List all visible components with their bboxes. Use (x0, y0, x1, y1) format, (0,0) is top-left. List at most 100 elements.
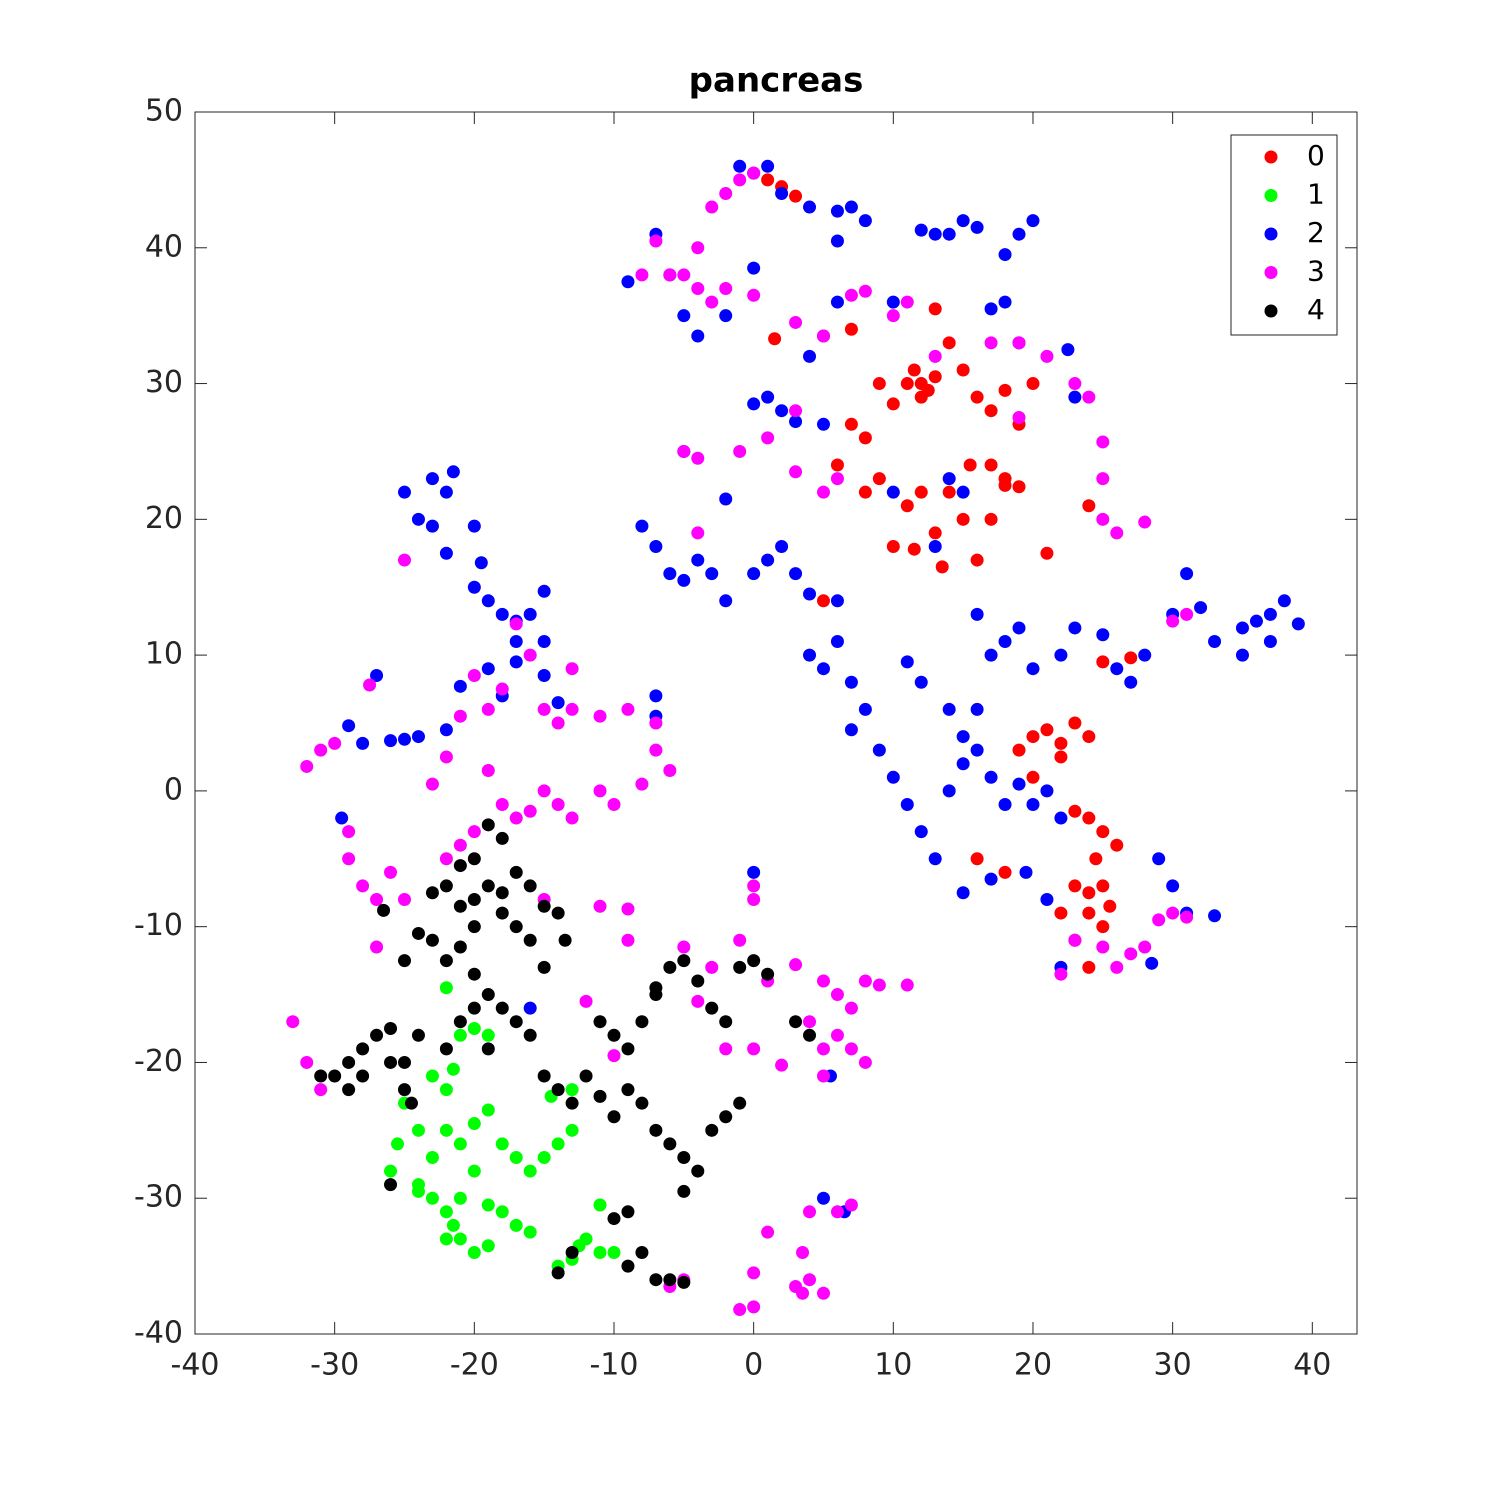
data-point (998, 865, 1012, 879)
data-point (914, 485, 928, 499)
data-point (509, 1015, 523, 1029)
data-point (719, 492, 733, 506)
data-point (1054, 811, 1068, 825)
x-tick-label: 40 (1293, 1348, 1331, 1383)
data-point (789, 415, 803, 429)
data-point (816, 485, 830, 499)
y-tick-label: -30 (134, 1180, 183, 1215)
data-point (928, 852, 942, 866)
data-point (719, 282, 733, 296)
data-point (677, 1184, 691, 1198)
data-point (747, 893, 761, 907)
data-point (467, 668, 481, 682)
data-point (1089, 852, 1103, 866)
data-point (558, 933, 572, 947)
data-point (830, 458, 844, 472)
data-point (635, 519, 649, 533)
data-point (942, 784, 956, 798)
data-point (1012, 743, 1026, 757)
data-point (816, 1286, 830, 1300)
data-point (551, 797, 565, 811)
data-point (789, 958, 803, 972)
data-point (803, 648, 817, 662)
data-point (677, 573, 691, 587)
data-point (928, 370, 942, 384)
data-point (761, 173, 775, 187)
chart-title: pancreas (689, 61, 864, 101)
data-point (537, 1150, 551, 1164)
data-point (607, 1212, 621, 1226)
data-point (1040, 349, 1054, 363)
data-point (747, 1300, 761, 1314)
data-point (844, 322, 858, 336)
data-point (1110, 838, 1124, 852)
data-point (425, 777, 439, 791)
data-point (747, 1042, 761, 1056)
data-point (649, 539, 663, 553)
data-point (998, 248, 1012, 262)
data-point (984, 872, 998, 886)
data-point (872, 743, 886, 757)
data-point (481, 1028, 495, 1042)
data-point (691, 974, 705, 988)
data-point (439, 750, 453, 764)
data-point (1263, 635, 1277, 649)
data-point (1138, 940, 1152, 954)
data-point (844, 675, 858, 689)
data-point (844, 723, 858, 737)
data-point (1068, 621, 1082, 635)
data-point (803, 1273, 817, 1287)
data-point (495, 886, 509, 900)
legend-marker (1264, 227, 1278, 241)
data-point (1124, 675, 1138, 689)
data-point (1096, 435, 1110, 449)
data-point (970, 553, 984, 567)
data-point (858, 974, 872, 988)
data-point (1012, 336, 1026, 350)
data-point (621, 933, 635, 947)
data-point (439, 1083, 453, 1097)
data-point (1180, 607, 1194, 621)
data-point (467, 852, 481, 866)
data-point (439, 852, 453, 866)
data-point (858, 485, 872, 499)
data-point (593, 709, 607, 723)
data-point (830, 295, 844, 309)
data-point (397, 732, 411, 746)
data-point (830, 1028, 844, 1042)
data-point (1180, 567, 1194, 581)
data-point (1277, 594, 1291, 608)
data-point (1012, 777, 1026, 791)
data-point (523, 1001, 537, 1015)
data-point (1054, 967, 1068, 981)
data-point (1026, 730, 1040, 744)
data-point (1180, 910, 1194, 924)
data-point (481, 988, 495, 1002)
data-point (607, 1246, 621, 1260)
data-point (425, 1150, 439, 1164)
data-point (1096, 472, 1110, 486)
data-point (453, 709, 467, 723)
data-point (1082, 499, 1096, 513)
data-point (495, 1205, 509, 1219)
data-point (1103, 899, 1117, 913)
data-point (635, 777, 649, 791)
data-point (649, 743, 663, 757)
data-point (397, 954, 411, 968)
data-point (1082, 960, 1096, 974)
data-point (830, 204, 844, 218)
data-point (523, 1225, 537, 1239)
data-point (844, 417, 858, 431)
data-point (356, 1042, 370, 1056)
data-point (649, 981, 663, 995)
data-point (984, 458, 998, 472)
data-point (537, 702, 551, 716)
data-point (691, 526, 705, 540)
data-point (607, 1049, 621, 1063)
data-point (523, 1028, 537, 1042)
data-point (1040, 723, 1054, 737)
legend: 0 1 2 3 4 (1230, 134, 1338, 336)
data-point (467, 893, 481, 907)
data-point (481, 702, 495, 716)
data-point (761, 159, 775, 173)
